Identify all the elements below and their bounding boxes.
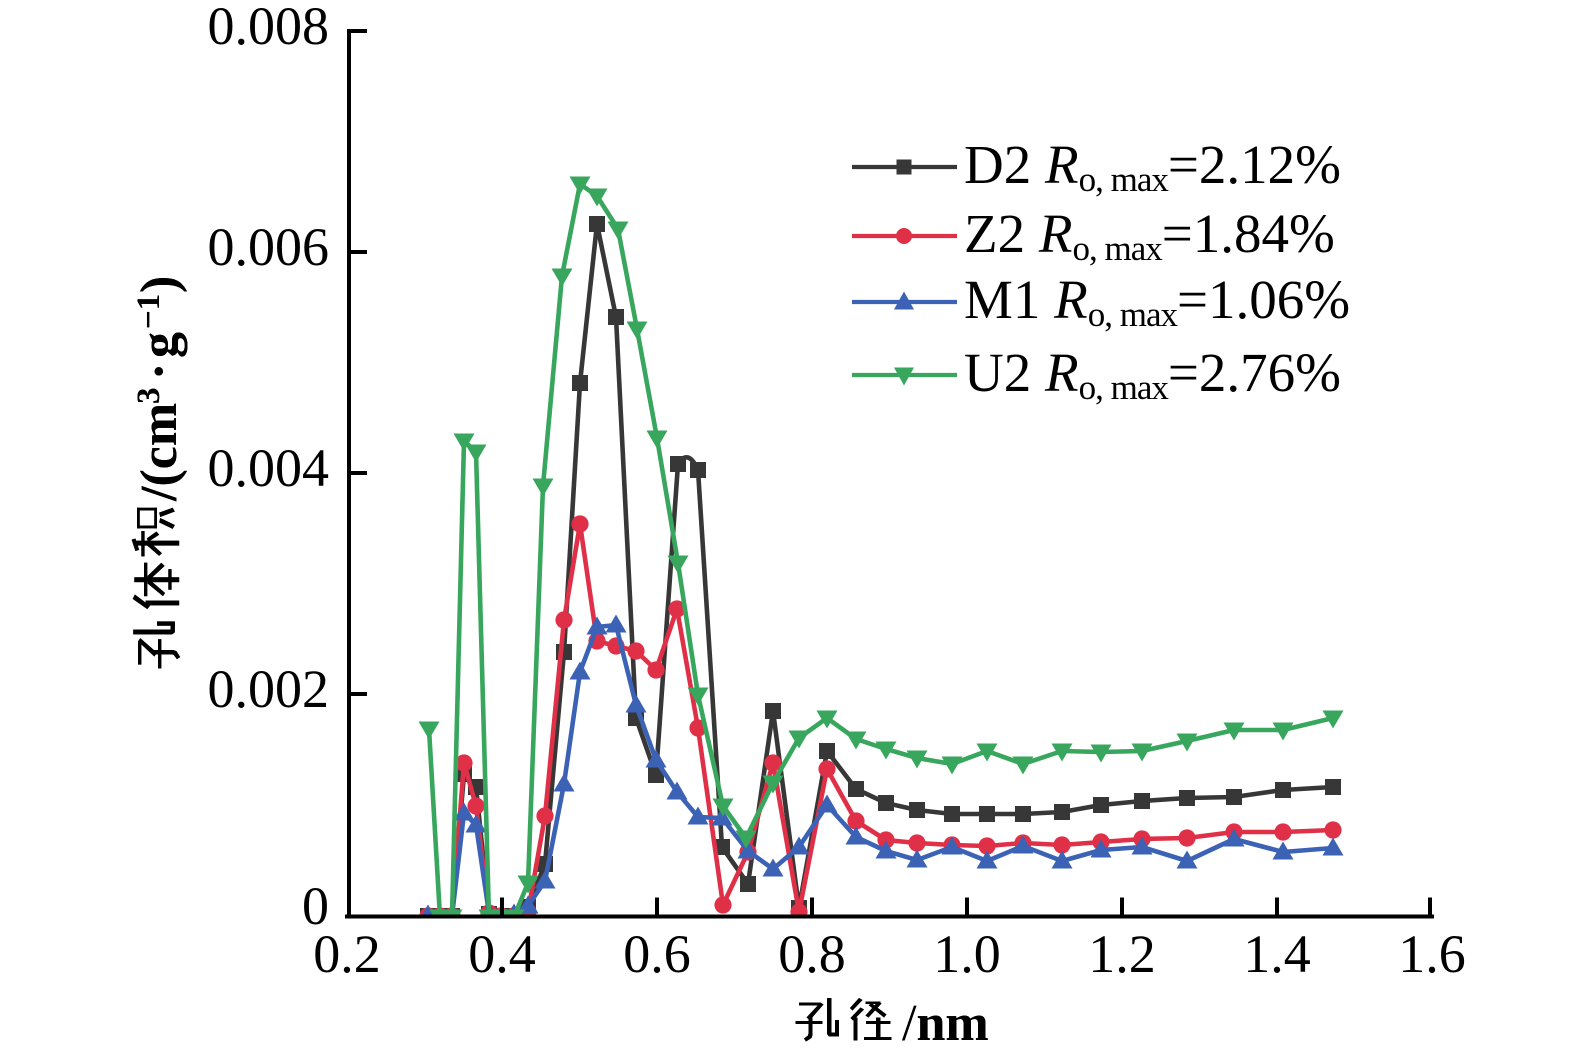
svg-text:−1: −1 — [131, 294, 167, 329]
svg-text:g: g — [131, 332, 188, 358]
svg-text:/nm: /nm — [902, 995, 989, 1052]
svg-text:·: · — [131, 363, 188, 380]
svg-text:/(cm: /(cm — [131, 403, 188, 502]
svg-text:): ) — [131, 276, 188, 293]
svg-text:3: 3 — [131, 388, 167, 405]
